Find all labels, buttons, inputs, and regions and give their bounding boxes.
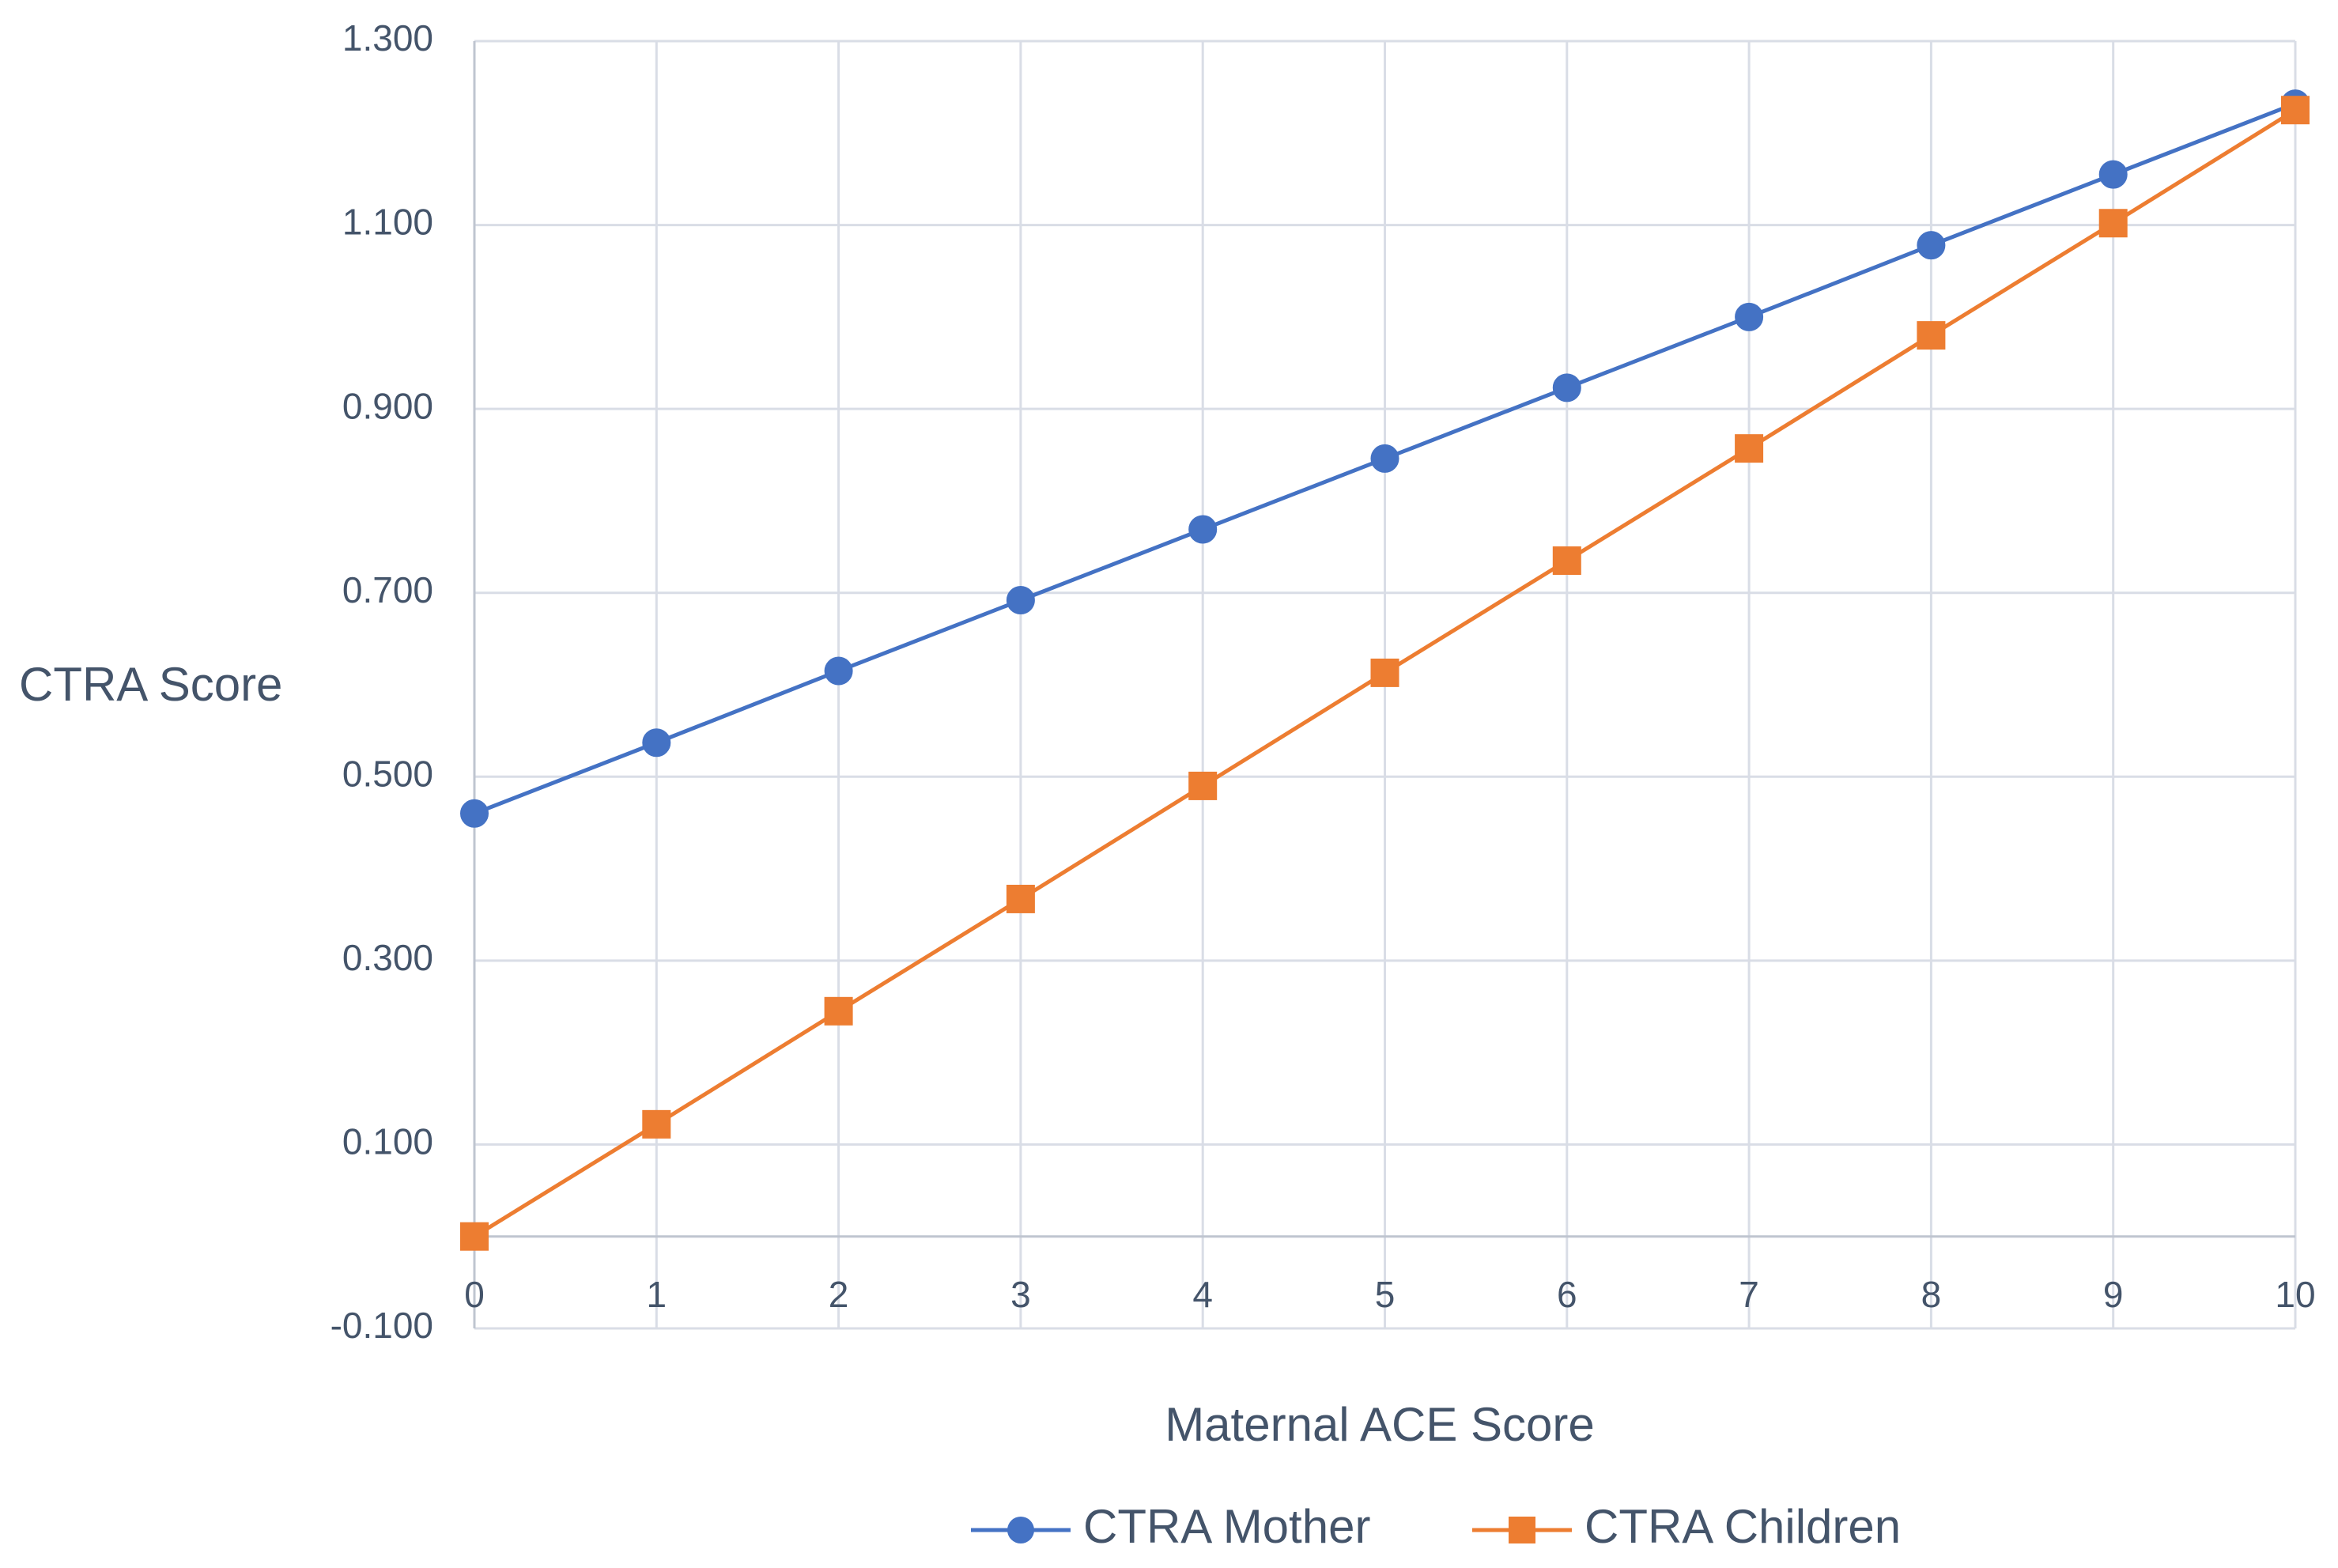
y-tick-label: 0.300	[342, 937, 433, 978]
ctra-children-point	[1006, 884, 1035, 913]
ctra-mother-point	[1917, 231, 1946, 260]
y-tick-label: -0.100	[330, 1305, 433, 1346]
x-tick-label: 5	[1375, 1274, 1396, 1315]
ctra-mother-point	[1552, 373, 1581, 402]
y-tick-label: 0.100	[342, 1121, 433, 1162]
x-tick-label: 6	[1557, 1274, 1577, 1315]
x-axis-title: Maternal ACE Score	[1165, 1398, 1595, 1451]
series-markers	[460, 89, 2310, 1251]
ctra-children-point	[824, 996, 853, 1026]
ctra-mother-point	[824, 656, 853, 686]
ctra-mother-point	[1735, 302, 1764, 331]
x-tick-label: 1	[647, 1274, 667, 1315]
y-tick-label: 0.700	[342, 569, 433, 610]
ctra-children-point	[2098, 209, 2128, 238]
ctra-mother-point	[1370, 444, 1399, 473]
ctra-children-point	[460, 1222, 489, 1251]
y-tick-label: 0.500	[342, 753, 433, 794]
x-tick-label: 2	[829, 1274, 849, 1315]
ctra-children-point	[1735, 434, 1764, 463]
legend-ctra-mother-label: CTRA Mother	[1083, 1500, 1370, 1553]
legend: CTRA Mother CTRA Children	[971, 1500, 1901, 1553]
ctra-children-point	[1188, 771, 1218, 800]
x-tick-labels: 0 1 2 3 4 5 6 7 8 9 10	[464, 1274, 2315, 1315]
legend-ctra-children-label: CTRA Children	[1584, 1500, 1901, 1553]
x-tick-label: 7	[1739, 1274, 1759, 1315]
y-tick-label: 1.100	[342, 202, 433, 243]
x-tick-label: 10	[2275, 1274, 2315, 1315]
y-tick-label: 1.300	[342, 17, 433, 59]
ctra-children-point	[2281, 96, 2310, 125]
ctra-mother-point	[1006, 586, 1035, 615]
ctra-mother-point	[642, 728, 671, 758]
ctra-mother-point	[460, 799, 489, 828]
ctra-mother-point	[2098, 160, 2128, 189]
ctra-children-point	[1370, 658, 1399, 687]
x-tick-label: 9	[2103, 1274, 2124, 1315]
legend-ctra-mother-marker	[1007, 1517, 1034, 1543]
ctra-children-point	[1917, 321, 1946, 350]
legend-ctra-children-marker	[1509, 1517, 1535, 1543]
ctra-children-point	[1552, 546, 1581, 576]
x-tick-label: 0	[464, 1274, 485, 1315]
ctra-mother-point	[1188, 515, 1218, 544]
axes	[473, 41, 2295, 1328]
y-axis-title: CTRA Score	[19, 658, 282, 711]
x-tick-label: 8	[1921, 1274, 1942, 1315]
y-tick-label: 0.900	[342, 385, 433, 426]
x-tick-label: 4	[1192, 1274, 1213, 1315]
x-tick-label: 3	[1010, 1274, 1031, 1315]
ctra-children-point	[642, 1109, 671, 1139]
y-tick-labels: 1.300 1.100 0.900 0.700 0.500 0.300 0.100 -0.10…	[330, 17, 433, 1346]
